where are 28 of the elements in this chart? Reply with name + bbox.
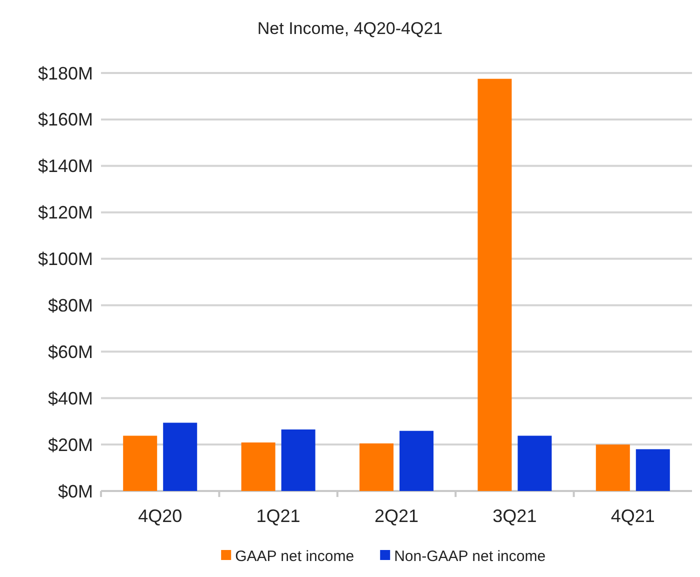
y-tick-label: $60M [48, 342, 93, 362]
bar [400, 430, 434, 491]
bar [360, 443, 394, 491]
legend-label: Non-GAAP net income [394, 548, 546, 565]
y-tick-label: $0M [58, 481, 93, 502]
y-tick-label: $120M [38, 202, 93, 223]
x-tick-label: 2Q21 [374, 506, 419, 526]
chart-title: Net Income, 4Q20-4Q21 [257, 19, 443, 38]
legend-label: GAAP net income [235, 548, 354, 565]
y-tick-label: $140M [38, 156, 93, 176]
bar [518, 436, 552, 491]
y-tick-label: $80M [48, 296, 93, 316]
y-tick-label: $180M [38, 63, 93, 84]
x-tick-label: 1Q21 [256, 506, 300, 526]
x-tick-label: 4Q21 [610, 506, 655, 526]
bar [478, 78, 512, 491]
bar [596, 444, 630, 491]
y-tick-label: $40M [48, 388, 93, 408]
bar [241, 442, 276, 491]
bar [163, 422, 198, 491]
y-tick-label: $160M [38, 110, 93, 130]
x-tick-label: 3Q21 [492, 506, 537, 526]
bar [636, 449, 670, 491]
x-tick-label: 4Q20 [138, 506, 182, 526]
bar [123, 436, 158, 491]
y-tick-label: $20M [48, 434, 93, 455]
y-tick-label: $100M [38, 249, 93, 270]
bar [281, 429, 316, 491]
